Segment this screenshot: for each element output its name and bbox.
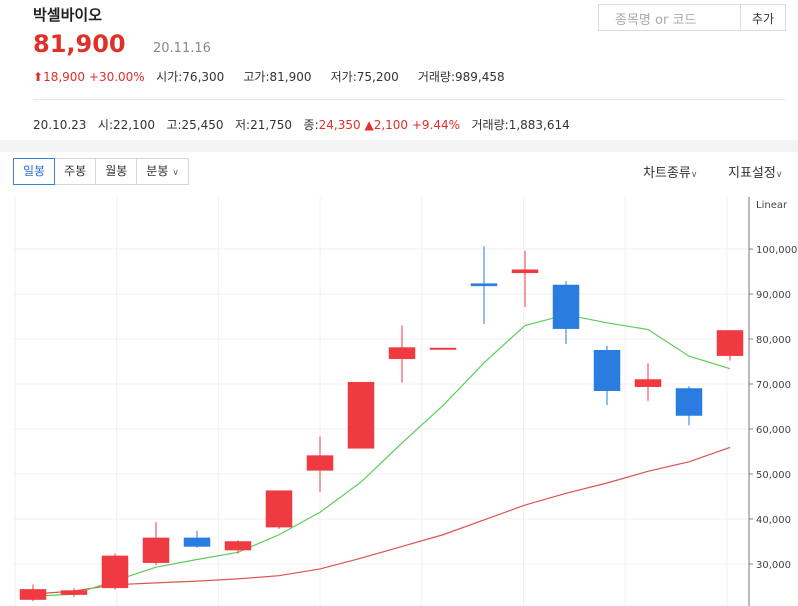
- high-label: 고가: [243, 70, 266, 84]
- chevron-down-icon: ∨: [690, 170, 698, 180]
- chart-type-menu[interactable]: 차트종류∨: [643, 162, 697, 181]
- open-value: 76,300: [182, 70, 225, 84]
- prev-high: 25,450: [181, 118, 224, 132]
- chevron-down-icon: ∨: [172, 168, 179, 178]
- up-triangle-icon: ▲: [364, 118, 374, 132]
- prev-open-label: 시: [97, 118, 109, 132]
- prev-date: 20.10.23: [33, 118, 87, 132]
- divider: [33, 99, 785, 100]
- prev-change-percent: +9.44%: [411, 118, 461, 132]
- tab-monthly[interactable]: 월봉: [96, 158, 138, 185]
- price-date: 20.11.16: [153, 41, 211, 56]
- candle-body: [593, 350, 621, 391]
- candlestick-chart[interactable]: 100,000 90,000 80,000 70,000 60,000 50,000 40,…: [0, 192, 798, 606]
- candle-body: [142, 537, 170, 563]
- ma-long-line: [32, 446, 731, 595]
- candle-body: [265, 490, 293, 528]
- candle-body: [470, 283, 498, 287]
- candle-body: [388, 347, 416, 360]
- volume-label: 거래량: [417, 70, 451, 84]
- candle-body: [224, 541, 252, 551]
- candle-body: [183, 537, 211, 547]
- open-label: 시가: [156, 70, 179, 84]
- y-tick-label: 100,000: [756, 245, 797, 256]
- candle-body: [552, 284, 580, 329]
- candle-body: [634, 379, 662, 387]
- tab-weekly[interactable]: 주봉: [55, 158, 97, 185]
- y-tick-label: 30,000: [756, 560, 791, 571]
- price-stats: ⬆18,900 +30.00% 시가:76,300 고가:81,900 저가:7…: [33, 70, 505, 84]
- y-tick-label: 40,000: [756, 515, 791, 526]
- change-amount: 18,900: [43, 70, 86, 84]
- section-band: [0, 140, 798, 152]
- prev-day-stats: 20.10.23 시:22,100 고:25,450 저:21,750 종:24…: [33, 118, 570, 132]
- tab-daily[interactable]: 일봉: [13, 158, 56, 185]
- candle-body: [429, 347, 457, 350]
- y-tick-label: 80,000: [756, 335, 791, 346]
- add-button[interactable]: 추가: [741, 4, 786, 31]
- tab-minute[interactable]: 분봉 ∨: [137, 158, 189, 185]
- prev-volume: 1,883,614: [508, 118, 570, 132]
- scale-label: Linear: [756, 200, 788, 211]
- prev-volume-label: 거래량: [471, 118, 505, 132]
- prev-close: 24,350: [318, 118, 361, 132]
- y-tick-label: 50,000: [756, 470, 791, 481]
- candle-body: [347, 381, 375, 449]
- candle-body: [511, 269, 539, 274]
- current-price: 81,900: [33, 30, 126, 58]
- prev-low-label: 저: [234, 118, 247, 132]
- stock-name: 박셀바이오: [33, 6, 103, 24]
- tab-minute-label: 분봉: [146, 164, 169, 178]
- y-tick-label: 60,000: [756, 425, 791, 436]
- high-value: 81,900: [269, 70, 312, 84]
- prev-high-label: 고: [166, 118, 178, 132]
- prev-close-label: 종: [303, 118, 315, 132]
- search-input[interactable]: 종목명 or 코드: [598, 4, 741, 31]
- candle-body: [675, 388, 703, 416]
- ma-short-line: [32, 314, 731, 597]
- chevron-down-icon: ∨: [775, 170, 783, 180]
- y-tick-label: 90,000: [756, 290, 791, 301]
- prev-low: 21,750: [250, 118, 293, 132]
- indicator-menu[interactable]: 지표설정∨: [728, 162, 782, 181]
- candle-body: [60, 590, 88, 595]
- low-label: 저가: [330, 70, 353, 84]
- candle-body: [306, 455, 334, 471]
- y-tick-label: 70,000: [756, 380, 791, 391]
- candle-body: [716, 330, 744, 356]
- change-percent: +30.00%: [88, 70, 145, 84]
- up-arrow-icon: ⬆: [33, 70, 44, 84]
- prev-change: 2,100: [373, 118, 409, 132]
- candle-body: [19, 589, 47, 600]
- low-value: 75,200: [356, 70, 399, 84]
- period-tabs: 일봉 주봉 월봉 분봉 ∨: [13, 158, 189, 185]
- candle-body: [101, 555, 129, 589]
- prev-open: 22,100: [112, 118, 155, 132]
- volume-value: 989,458: [454, 70, 505, 84]
- chart-type-label: 차트종류: [643, 166, 691, 181]
- indicator-label: 지표설정: [728, 166, 776, 181]
